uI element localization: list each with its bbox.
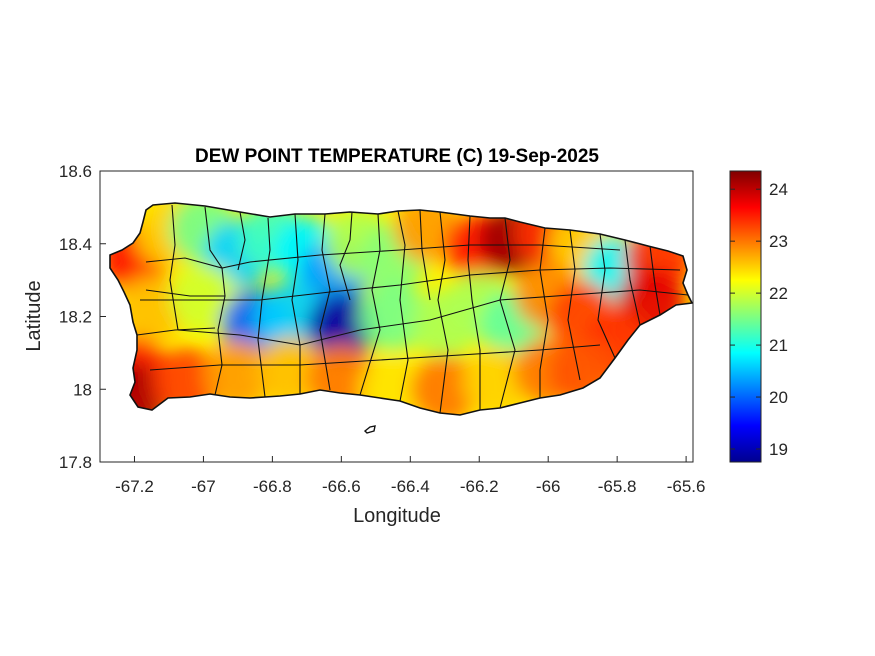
dew-point-sample <box>410 355 479 415</box>
dew-point-sample <box>359 282 428 351</box>
dew-point-sample <box>255 337 324 406</box>
islet-caja-de-muertos <box>363 425 376 434</box>
x-tick-label: -67 <box>191 477 216 496</box>
municipality-boundary <box>177 289 689 346</box>
municipality-boundary <box>649 245 661 316</box>
chart-title: DEW POINT TEMPERATURE (C) 19-Sep-2025 <box>195 146 599 167</box>
municipality-boundary <box>539 227 549 398</box>
colorbar-tick-label: 19 <box>769 440 788 459</box>
x-tick-label: -66.6 <box>322 477 361 496</box>
x-tick-label: -66.2 <box>460 477 499 496</box>
x-tick-label: -66 <box>536 477 561 496</box>
colorbar-tick-label: 20 <box>769 388 788 407</box>
colorbar-gradient <box>729 170 762 463</box>
municipality-boundary <box>249 244 621 263</box>
dew-point-field <box>110 203 692 415</box>
dew-point-sample <box>255 282 324 351</box>
x-tick-label: -65.8 <box>598 477 637 496</box>
municipality-boundary <box>140 267 681 301</box>
y-axis: 17.8 18 18.2 18.4 18.6 <box>59 162 106 472</box>
municipality-boundary <box>291 213 301 394</box>
municipality-boundary <box>145 289 225 297</box>
y-axis-label: Latitude <box>23 280 45 351</box>
municipality-boundary <box>237 211 246 271</box>
x-axis-label: Longitude <box>353 505 441 527</box>
coastline <box>109 202 694 416</box>
municipality-boundary <box>419 209 431 301</box>
x-tick-label: -67.2 <box>115 477 154 496</box>
municipality-boundary <box>169 204 179 331</box>
colorbar-tick-label: 23 <box>769 232 788 251</box>
y-tick-label: 18.2 <box>59 308 92 327</box>
y-tick-label: 17.8 <box>59 453 92 472</box>
municipality-boundary <box>136 327 216 336</box>
x-tick-label: -65.6 <box>667 477 706 496</box>
municipality-boundary <box>437 211 449 414</box>
municipality-boundary <box>149 344 601 371</box>
x-tick-label: -66.4 <box>391 477 430 496</box>
x-axis: -67.2 -67 -66.8 -66.6 -66.4 -66.2 -66 -65.8 -65.… <box>115 456 705 496</box>
municipality-boundary <box>624 239 641 326</box>
y-tick-label: 18.6 <box>59 162 92 181</box>
municipality-boundary <box>339 211 353 301</box>
colorbar-tick-label: 24 <box>769 180 788 199</box>
colorbar-tick-label: 21 <box>769 336 788 355</box>
dew-point-sample <box>169 264 238 333</box>
colorbar: 19 20 21 22 23 24 <box>729 170 788 463</box>
x-tick-label: -66.8 <box>253 477 292 496</box>
y-tick-label: 18.4 <box>59 235 92 254</box>
municipality-boundary <box>359 213 381 396</box>
municipality-boundary <box>597 233 616 359</box>
municipality-boundary <box>145 257 251 269</box>
y-tick-label: 18 <box>73 380 92 399</box>
municipality-boundary <box>319 213 331 391</box>
colorbar-tick-label: 22 <box>769 284 788 303</box>
municipality-boundary <box>397 210 409 402</box>
